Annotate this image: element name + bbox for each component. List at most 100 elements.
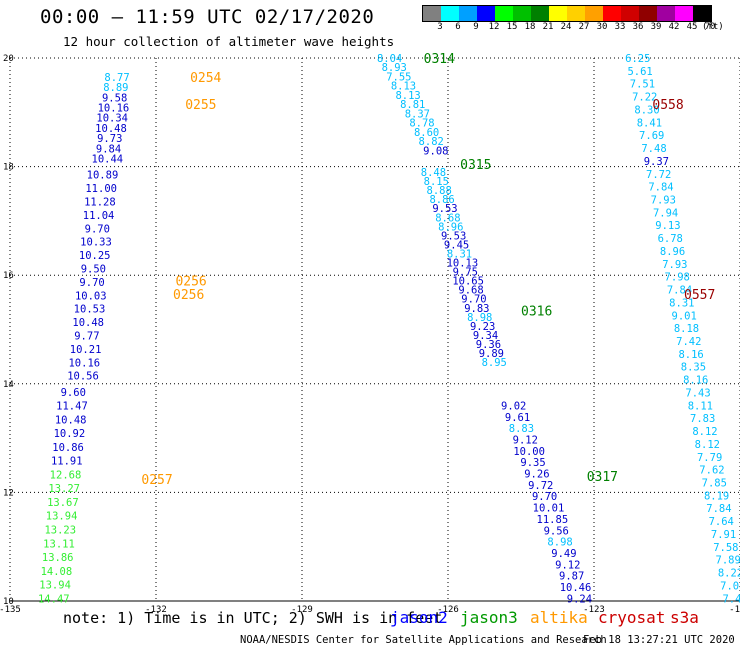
- wave-height-label: 9.49: [551, 548, 576, 560]
- legend-swatch: [657, 6, 675, 21]
- wave-height-label: 9.61: [505, 412, 530, 424]
- wave-height-label: 8.31: [447, 248, 472, 260]
- wave-height-label: 7.58: [713, 542, 738, 554]
- wave-height-label: 7.22: [632, 92, 657, 104]
- legend-swatch: [585, 6, 603, 21]
- wave-height-label: 7.93: [651, 195, 676, 207]
- wave-height-label: 9.60: [61, 387, 86, 399]
- wave-height-label: 10.92: [54, 428, 86, 440]
- y-tick-label: 18: [3, 163, 14, 173]
- legend-label: 45: [686, 22, 698, 32]
- wave-height-label: 7.85: [702, 478, 727, 490]
- wave-height-label: 10.56: [67, 371, 99, 383]
- wave-height-label: 9.72: [528, 480, 553, 492]
- wave-height-label: 8.98: [467, 312, 492, 324]
- x-tick-label: -120: [729, 605, 740, 615]
- satellite-key-cryosat: cryosat: [598, 608, 666, 627]
- wave-height-label: 8.81: [400, 99, 425, 111]
- legend-label: 70: [704, 22, 716, 32]
- legend-swatch: [639, 6, 657, 21]
- wave-height-label: 8.16: [683, 375, 708, 387]
- wave-height-label: 10.00: [513, 446, 545, 458]
- wave-height-label: 9.53: [432, 203, 457, 215]
- wave-height-label: 10.86: [52, 442, 84, 454]
- wave-height-label: 8.18: [674, 323, 699, 335]
- wave-height-label: 8.83: [509, 423, 534, 435]
- legend-swatch: [693, 6, 711, 21]
- wave-height-label: 11.85: [537, 514, 569, 526]
- wave-height-label: 10.44: [92, 153, 124, 165]
- wave-height-label: 9.77: [74, 330, 99, 342]
- wave-height-label: 9.56: [544, 525, 569, 537]
- wave-height-label: 10.65: [452, 276, 484, 288]
- color-legend: [422, 5, 712, 22]
- legend-label: 30: [596, 22, 608, 32]
- wave-height-label: 7.62: [699, 465, 724, 477]
- wave-height-label: 9.70: [79, 277, 104, 289]
- pass-label: 0317: [587, 470, 618, 485]
- pass-label: 0557: [684, 288, 715, 303]
- y-tick-label: 10: [3, 597, 14, 607]
- wave-height-label: 8.93: [382, 62, 407, 74]
- wave-height-label: 10.16: [68, 357, 100, 369]
- wave-height-label: 7.51: [630, 79, 655, 91]
- wave-height-label: 14.47: [38, 593, 70, 605]
- legend-label: 15: [506, 22, 518, 32]
- legend-swatch: [603, 6, 621, 21]
- legend-unit: (ft): [702, 22, 724, 32]
- wave-height-label: 8.88: [427, 185, 452, 197]
- wave-height-label: 7.64: [709, 516, 734, 528]
- wave-height-label: 10.53: [74, 304, 106, 316]
- wave-height-label: 9.84: [96, 143, 121, 155]
- chart-subtitle: 12 hour collection of altimeter wave hei…: [63, 34, 395, 49]
- wave-height-label: 8.12: [695, 439, 720, 451]
- legend-label: 3: [437, 22, 443, 32]
- wave-height-label: 8.35: [681, 362, 706, 374]
- wave-height-label: 13.94: [46, 511, 78, 523]
- pass-label: 0315: [460, 158, 491, 173]
- wave-height-label: 9.24: [567, 593, 592, 605]
- wave-height-label: 7.69: [639, 130, 664, 142]
- x-tick-label: -135: [0, 605, 21, 615]
- wave-height-label: 7.08: [720, 580, 740, 592]
- wave-height-label: 7.94: [653, 207, 678, 219]
- wave-height-label: 10.21: [70, 344, 102, 356]
- legend-label: 39: [650, 22, 662, 32]
- wave-height-label: 11.28: [84, 197, 116, 209]
- wave-height-label: 9.68: [458, 285, 483, 297]
- wave-height-label: 7.55: [386, 71, 411, 83]
- wave-height-label: 8.19: [704, 490, 729, 502]
- wave-height-label: 10.48: [55, 414, 87, 426]
- legend-label: 27: [578, 22, 590, 32]
- wave-height-label: 9.12: [513, 435, 538, 447]
- wave-height-label: 7.48: [641, 143, 666, 155]
- wave-height-label: 10.48: [95, 123, 127, 135]
- wave-height-label: 8.96: [438, 221, 463, 233]
- wave-height-label: 13.27: [48, 483, 80, 495]
- pass-label: 0257: [141, 473, 172, 488]
- wave-height-label: 13.23: [44, 525, 76, 537]
- wave-height-label: 7.89: [716, 555, 740, 567]
- wave-height-label: 9.35: [520, 457, 545, 469]
- legend-label: 21: [542, 22, 554, 32]
- wave-height-label: 13.94: [39, 580, 71, 592]
- wave-height-label: 10.25: [79, 250, 111, 262]
- wave-height-label: 9.87: [559, 571, 584, 583]
- wave-height-label: 8.37: [405, 108, 430, 120]
- generation-timestamp: Feb 18 13:27:21 UTC 2020: [583, 634, 735, 646]
- wave-height-label: 7.98: [665, 272, 690, 284]
- wave-height-label: 9.70: [85, 223, 110, 235]
- legend-swatch: [441, 6, 459, 21]
- wave-height-label: 9.13: [655, 220, 680, 232]
- wave-height-label: 10.16: [98, 103, 130, 115]
- wave-height-label: 8.13: [391, 81, 416, 93]
- legend-swatch: [621, 6, 639, 21]
- wave-height-label: 8.11: [688, 400, 713, 412]
- wave-height-label: 8.04: [377, 53, 402, 65]
- legend-swatch: [549, 6, 567, 21]
- wave-height-label: 9.23: [470, 321, 495, 333]
- wave-height-label: 9.89: [479, 348, 504, 360]
- legend-swatch: [459, 6, 477, 21]
- pass-label: 0314: [424, 52, 455, 67]
